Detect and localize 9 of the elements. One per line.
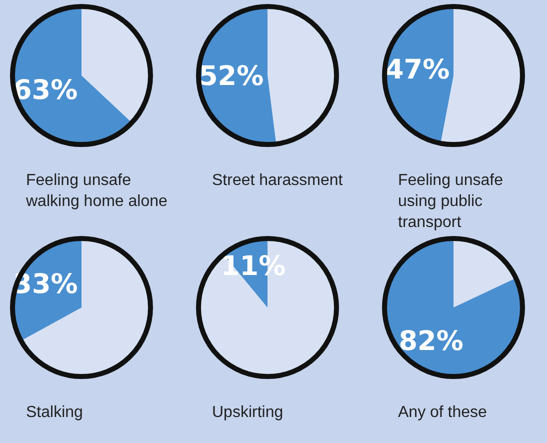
text: Feeling unsafe walking home alone <box>26 171 168 212</box>
text: Stalking <box>26 403 84 423</box>
data-label: 82% <box>398 326 464 357</box>
text: Any of these <box>398 403 488 423</box>
data-label: 52% <box>198 61 264 92</box>
text: Street harassment <box>212 171 344 191</box>
text: Feeling unsafe using public transport <box>398 171 504 233</box>
data-label: 47% <box>384 54 450 86</box>
text: Upskirting <box>212 403 284 423</box>
